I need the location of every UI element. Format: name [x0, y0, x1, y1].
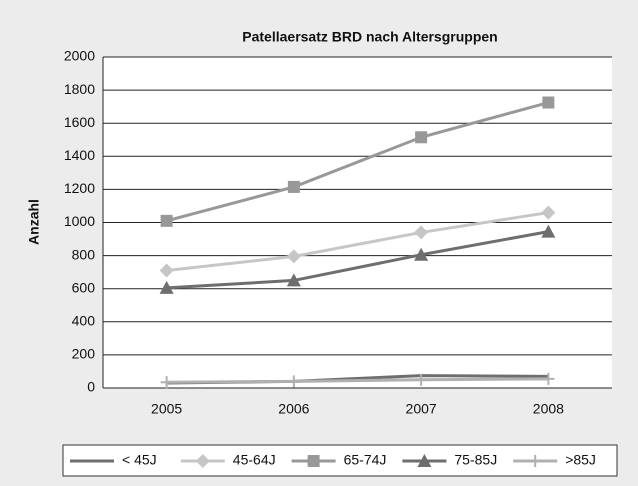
marker [160, 376, 173, 389]
marker [287, 180, 300, 193]
marker [415, 131, 428, 144]
y-tick-label: 1000 [64, 213, 95, 229]
line [166, 377, 549, 384]
marker [541, 224, 556, 238]
y-tick-label: 200 [72, 346, 96, 362]
marker [307, 455, 320, 467]
line [166, 211, 549, 272]
marker [160, 214, 173, 227]
y-tick-label: 2000 [64, 48, 95, 64]
y-tick-label: 800 [72, 246, 96, 262]
marker [286, 249, 301, 264]
legend-label: >85J [565, 452, 596, 468]
marker [414, 225, 429, 240]
marker [542, 96, 555, 109]
marker [417, 454, 432, 467]
y-axis-label: Anzahl [26, 199, 42, 245]
x-tick-label: 2008 [533, 401, 564, 417]
line [166, 230, 549, 290]
marker [542, 372, 555, 385]
y-tick-label: 400 [72, 313, 96, 329]
marker [286, 273, 301, 287]
legend-label: 45-64J [233, 452, 276, 468]
y-tick-label: 0 [87, 379, 95, 395]
chart-title: Patellaersatz BRD nach Altersgruppen [242, 29, 497, 45]
x-tick-label: 2005 [151, 401, 182, 417]
marker [159, 280, 174, 294]
x-tick-label: 2006 [278, 401, 309, 417]
y-tick-label: 1400 [64, 147, 95, 163]
marker [415, 373, 428, 386]
y-tick-label: 1200 [64, 180, 95, 196]
marker [287, 375, 300, 388]
legend-label: < 45J [122, 452, 157, 468]
marker [414, 247, 429, 261]
y-tick-label: 1600 [64, 114, 95, 130]
y-tick-label: 600 [72, 279, 96, 295]
legend-label: 65-74J [344, 452, 387, 468]
marker [195, 454, 210, 468]
x-tick-label: 2007 [406, 401, 437, 417]
legend-label: 75-85J [454, 452, 497, 468]
y-tick-label: 1800 [64, 81, 95, 97]
marker [159, 263, 174, 278]
line [166, 101, 549, 223]
marker [529, 455, 542, 467]
marker [541, 205, 556, 220]
